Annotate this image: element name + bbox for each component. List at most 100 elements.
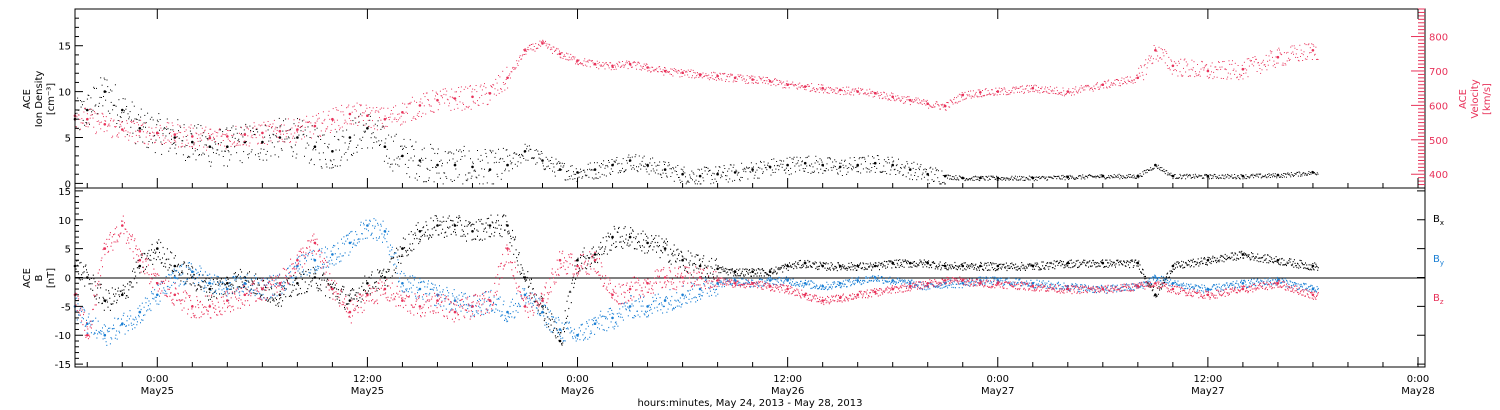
- bx-sample: [665, 242, 667, 244]
- velocity-sample: [797, 88, 799, 90]
- density-sample: [383, 160, 385, 162]
- velocity-sample: [236, 142, 238, 144]
- density-sample: [548, 160, 550, 162]
- density-sample: [1174, 174, 1176, 175]
- velocity-sample: [432, 111, 434, 113]
- bx-sample: [683, 257, 685, 260]
- density-sample: [181, 140, 183, 142]
- velocity-sample: [955, 101, 957, 103]
- density-sample: [592, 169, 594, 171]
- bx-sample: [657, 246, 659, 248]
- density-sample: [1027, 178, 1029, 180]
- density-sample: [1045, 177, 1046, 179]
- density-sample: [1003, 177, 1005, 179]
- density-sample: [1049, 176, 1051, 178]
- density-sample: [297, 125, 299, 127]
- velocity-sample: [501, 91, 503, 93]
- density-sample: [625, 169, 627, 171]
- velocity-sample: [396, 121, 398, 123]
- density-sample: [889, 173, 891, 175]
- bx-sample: [777, 268, 779, 270]
- density-sample: [791, 158, 793, 160]
- velocity-sample: [266, 143, 268, 145]
- velocity-sample: [303, 119, 305, 121]
- bx-sample: [159, 258, 161, 261]
- velocity-sample: [734, 80, 736, 82]
- bx-sample: [656, 251, 657, 253]
- velocity-sample: [130, 120, 132, 122]
- velocity-sample: [1305, 44, 1307, 46]
- density-sample: [1155, 165, 1157, 167]
- density-sample: [559, 162, 560, 164]
- density-sample: [1215, 177, 1217, 179]
- velocity-sample: [491, 86, 493, 88]
- density-sample: [1274, 176, 1276, 178]
- bx-sample: [168, 267, 170, 269]
- velocity-sample: [1230, 78, 1232, 80]
- velocity-sample: [661, 71, 663, 73]
- density-sample: [881, 171, 883, 173]
- density-sample: [187, 155, 189, 157]
- bx-sample: [226, 276, 228, 278]
- velocity-sample: [562, 57, 564, 59]
- bx-sample: [122, 292, 124, 294]
- velocity-sample: [820, 88, 822, 90]
- density-sample: [829, 157, 831, 159]
- density-sample: [394, 135, 396, 137]
- density-sample: [1099, 174, 1101, 176]
- density-sample: [836, 168, 838, 170]
- velocity-sample: [241, 134, 243, 136]
- density-sample: [626, 160, 628, 162]
- velocity-sample: [161, 129, 163, 131]
- density-sample: [1166, 174, 1168, 176]
- velocity-sample: [502, 82, 504, 83]
- bx-sample: [706, 266, 708, 269]
- velocity-sample: [432, 90, 434, 92]
- velocity-sample: [343, 114, 345, 116]
- velocity-sample: [714, 72, 716, 74]
- bx-sample: [99, 283, 101, 285]
- velocity-sample: [222, 140, 224, 141]
- density-point: [436, 163, 439, 167]
- velocity-sample: [1261, 69, 1263, 71]
- bx-sample: [619, 241, 621, 243]
- bx-sample: [201, 281, 203, 283]
- velocity-sample: [1025, 88, 1027, 90]
- density-sample: [657, 164, 658, 166]
- density-sample: [865, 161, 866, 163]
- density-sample: [1110, 175, 1112, 177]
- velocity-sample: [582, 65, 584, 67]
- velocity-sample: [205, 126, 207, 128]
- velocity-sample: [1080, 91, 1082, 93]
- bx-sample: [114, 288, 116, 290]
- density-sample: [1005, 179, 1007, 181]
- velocity-sample: [758, 76, 760, 78]
- velocity-sample: [951, 101, 953, 103]
- bx-sample: [466, 225, 468, 227]
- velocity-sample: [1009, 93, 1011, 95]
- bx-sample: [141, 256, 143, 259]
- bx-sample: [316, 287, 318, 289]
- bx-sample: [709, 272, 711, 274]
- density-sample: [668, 162, 670, 164]
- bx-sample: [247, 280, 249, 282]
- velocity-sample: [112, 135, 114, 137]
- density-sample: [753, 166, 754, 168]
- bx-sample: [348, 295, 350, 297]
- velocity-sample: [775, 85, 777, 87]
- density-sample: [1008, 179, 1010, 181]
- density-sample: [291, 147, 293, 149]
- velocity-sample: [591, 60, 593, 62]
- density-sample: [963, 178, 965, 180]
- density-sample: [596, 177, 598, 179]
- velocity-sample: [755, 81, 757, 83]
- velocity-sample: [1265, 54, 1267, 56]
- density-sample: [1257, 173, 1259, 175]
- density-sample: [1060, 178, 1062, 180]
- velocity-sample: [566, 52, 567, 54]
- density-sample: [911, 162, 913, 164]
- density-sample: [947, 174, 949, 176]
- velocity-sample: [510, 71, 512, 73]
- density-sample: [79, 100, 81, 101]
- velocity-sample: [1114, 79, 1116, 81]
